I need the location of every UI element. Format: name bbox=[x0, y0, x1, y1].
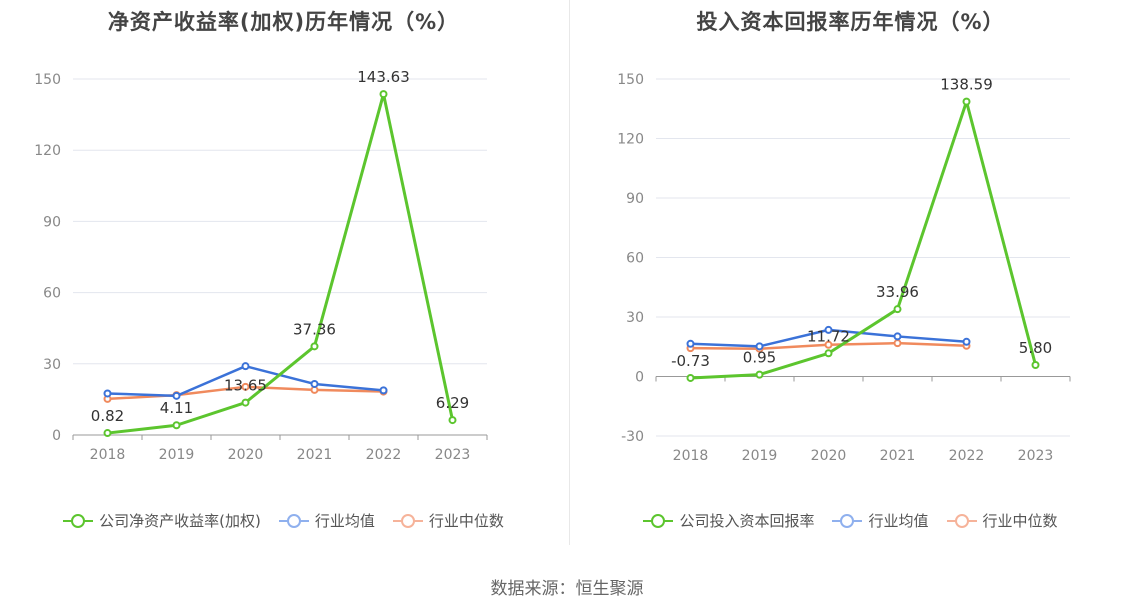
legend-line-circle-icon bbox=[63, 513, 94, 528]
x-tick-label: 2018 bbox=[90, 447, 126, 463]
roic-chart-panel: 投入资本回报率历年情况（%） -30 0 30 60 90 120 150 2018 2019 2… bbox=[567, 0, 1134, 545]
roe-line-chart: 0 30 60 90 120 150 2018 2019 2020 2021 2022 2023 0.8… bbox=[34, 68, 488, 463]
data-label: 13.65 bbox=[224, 377, 267, 395]
data-label: 11.72 bbox=[807, 327, 850, 345]
x-tick-label: 2021 bbox=[297, 447, 333, 463]
x-tick-label: 2020 bbox=[228, 447, 264, 463]
data-point bbox=[686, 339, 695, 348]
legend-line-circle-icon bbox=[832, 513, 863, 528]
x-tick-label: 2023 bbox=[435, 447, 471, 463]
y-tick-label: 60 bbox=[626, 251, 644, 267]
data-point bbox=[172, 421, 181, 430]
data-point bbox=[103, 389, 112, 398]
data-point bbox=[824, 340, 833, 349]
data-point bbox=[962, 337, 971, 346]
data-label: -0.73 bbox=[671, 352, 710, 370]
data-point bbox=[755, 342, 764, 351]
series-line bbox=[690, 100, 1037, 380]
data-label: 5.80 bbox=[1019, 339, 1052, 357]
chart-title: 投入资本回报率历年情况（%） bbox=[696, 10, 1005, 34]
data-point bbox=[686, 373, 695, 382]
legend-label: 行业中位数 bbox=[428, 512, 504, 530]
x-tick-label: 2020 bbox=[811, 448, 847, 464]
data-point bbox=[310, 379, 319, 388]
data-point bbox=[241, 382, 250, 391]
legend-line-circle-icon bbox=[392, 513, 423, 528]
chart-legend: 公司投入资本回报率 行业均值 行业中位数 bbox=[567, 510, 1134, 531]
legend-item-industry-median[interactable]: 行业中位数 bbox=[392, 510, 504, 531]
x-tick-label: 2018 bbox=[673, 448, 709, 464]
data-label: 33.96 bbox=[876, 283, 919, 301]
y-tick-label: 120 bbox=[617, 132, 644, 148]
data-label: 0.82 bbox=[91, 407, 124, 425]
roic-line-chart: -30 0 30 60 90 120 150 2018 2019 2020 2021 2022 2023… bbox=[617, 72, 1071, 464]
data-label: 4.11 bbox=[160, 399, 193, 417]
y-tick-label: 30 bbox=[626, 310, 644, 326]
legend-label: 行业中位数 bbox=[982, 512, 1058, 530]
legend-line-circle-icon bbox=[278, 513, 309, 528]
data-point bbox=[893, 339, 902, 348]
chart-legend: 公司净资产收益率(加权) 行业均值 行业中位数 bbox=[0, 510, 567, 531]
data-point bbox=[379, 386, 388, 395]
data-point bbox=[379, 90, 388, 99]
y-tick-label: 150 bbox=[617, 72, 644, 88]
chart-title: 净资产收益率(加权)历年情况（%） bbox=[107, 10, 460, 34]
legend-label: 行业均值 bbox=[868, 512, 929, 530]
panel-divider bbox=[569, 0, 570, 545]
data-point bbox=[893, 305, 902, 314]
data-point bbox=[241, 362, 250, 371]
y-tick-label: -30 bbox=[621, 429, 644, 445]
y-tick-label: 120 bbox=[34, 143, 61, 159]
roe-chart-panel: 净资产收益率(加权)历年情况（%） 0 30 60 90 120 150 2018 2019 2… bbox=[0, 0, 567, 545]
x-tick-label: 2023 bbox=[1018, 448, 1054, 464]
legend-item-industry-average[interactable]: 行业均值 bbox=[832, 510, 929, 531]
data-label: 37.36 bbox=[293, 320, 336, 338]
y-tick-label: 0 bbox=[52, 428, 61, 444]
data-point bbox=[241, 398, 250, 407]
x-tick-label: 2019 bbox=[159, 447, 195, 463]
x-tick-label: 2019 bbox=[742, 448, 778, 464]
x-tick-label: 2022 bbox=[949, 448, 985, 464]
x-tick-label: 2022 bbox=[366, 447, 402, 463]
data-label: 0.95 bbox=[743, 349, 776, 367]
legend-label: 行业均值 bbox=[314, 512, 375, 530]
data-point bbox=[103, 429, 112, 438]
legend-label: 公司净资产收益率(加权) bbox=[99, 512, 261, 530]
data-point bbox=[448, 416, 457, 425]
y-tick-label: 30 bbox=[43, 357, 61, 373]
legend-item-industry-median[interactable]: 行业中位数 bbox=[946, 510, 1058, 531]
data-label: 143.63 bbox=[357, 68, 410, 86]
data-label: 138.59 bbox=[940, 76, 993, 94]
data-point bbox=[172, 391, 181, 400]
x-tick-label: 2021 bbox=[880, 448, 916, 464]
legend-line-circle-icon bbox=[946, 513, 977, 528]
series-line bbox=[107, 92, 454, 435]
data-point bbox=[1031, 360, 1040, 369]
data-point bbox=[824, 349, 833, 358]
y-tick-label: 90 bbox=[43, 214, 61, 230]
y-tick-label: 150 bbox=[34, 72, 61, 88]
y-tick-label: 60 bbox=[43, 286, 61, 302]
y-tick-label: 0 bbox=[635, 370, 644, 386]
data-source-note: 数据来源：恒生聚源 bbox=[490, 579, 644, 599]
data-point bbox=[824, 325, 833, 334]
legend-item-industry-average[interactable]: 行业均值 bbox=[278, 510, 375, 531]
data-point bbox=[893, 332, 902, 341]
data-point bbox=[310, 342, 319, 351]
y-tick-label: 90 bbox=[626, 191, 644, 207]
legend-item-company[interactable]: 公司净资产收益率(加权) bbox=[63, 510, 261, 531]
data-label: 6.29 bbox=[436, 394, 469, 412]
legend-item-company[interactable]: 公司投入资本回报率 bbox=[643, 510, 814, 531]
legend-line-circle-icon bbox=[643, 513, 674, 528]
data-point bbox=[755, 370, 764, 379]
legend-label: 公司投入资本回报率 bbox=[679, 512, 815, 530]
data-point bbox=[962, 97, 971, 106]
